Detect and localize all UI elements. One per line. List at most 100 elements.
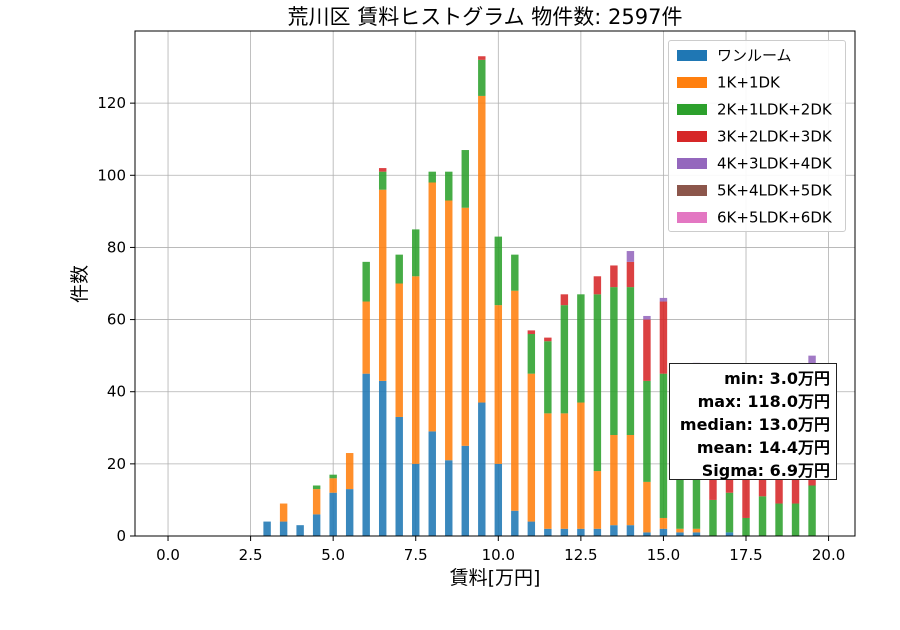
bar-segment bbox=[775, 503, 783, 536]
bar-segment bbox=[692, 528, 701, 533]
legend-item: 3K+2LDK+3DK bbox=[677, 125, 832, 147]
bar-segment bbox=[643, 532, 651, 536]
y-tick-label: 0 bbox=[116, 527, 126, 545]
bar-segment bbox=[412, 463, 420, 536]
bar-segment bbox=[378, 171, 387, 190]
x-tick-label: 17.5 bbox=[729, 546, 762, 564]
bar-segment bbox=[263, 521, 271, 536]
bar-segment bbox=[527, 373, 536, 522]
bar-segment bbox=[362, 261, 370, 302]
bar-segment bbox=[676, 528, 684, 533]
bar-segment bbox=[329, 492, 337, 536]
bar-segment bbox=[725, 492, 734, 533]
bar-segment bbox=[461, 207, 469, 446]
y-axis-ticks: 0 20 40 60 80 100 120 bbox=[97, 94, 135, 545]
chart-title: 荒川区 賃料ヒストグラム 物件数: 2597件 bbox=[288, 5, 683, 29]
bar-segment bbox=[593, 528, 602, 536]
bar-segment bbox=[692, 532, 701, 536]
bar-segment bbox=[428, 182, 436, 432]
bar-segment bbox=[312, 514, 321, 536]
bar-segment bbox=[560, 528, 569, 536]
bar-segment bbox=[676, 532, 684, 536]
bar-segment bbox=[412, 276, 420, 464]
bar-segment bbox=[312, 485, 321, 490]
y-tick-label: 120 bbox=[97, 94, 126, 112]
bar-segment bbox=[560, 294, 569, 306]
stat-mean: mean: 14.4万円 bbox=[696, 438, 830, 457]
bar-segment bbox=[461, 150, 469, 208]
bar-segment bbox=[527, 521, 536, 536]
bar-segment bbox=[329, 474, 337, 479]
bar-segment bbox=[478, 56, 486, 60]
legend-label: 2K+1LDK+2DK bbox=[717, 100, 832, 119]
bar-segment bbox=[808, 485, 816, 536]
bar-segment bbox=[345, 453, 354, 490]
bar-segment bbox=[659, 517, 668, 529]
bar-segment bbox=[577, 402, 585, 529]
bar-segment bbox=[395, 416, 403, 536]
bar-segment bbox=[478, 95, 486, 403]
bar-segment bbox=[494, 463, 503, 536]
bar-segment bbox=[643, 315, 651, 320]
bar-segment bbox=[709, 499, 717, 536]
legend-swatch bbox=[677, 77, 707, 88]
bar-segment bbox=[527, 330, 536, 334]
legend-label: 5K+4LDK+5DK bbox=[717, 181, 832, 200]
bar-segment bbox=[428, 171, 436, 183]
x-axis-label: 賃料[万円] bbox=[450, 567, 541, 589]
bar-segment bbox=[445, 200, 453, 461]
bar-segment bbox=[659, 301, 668, 374]
bar-segment bbox=[544, 337, 552, 342]
bar-segment bbox=[593, 276, 602, 295]
bar-segment bbox=[610, 265, 618, 288]
bar-segment bbox=[362, 301, 370, 374]
bar-segment bbox=[610, 525, 618, 536]
bar-segment bbox=[511, 290, 519, 511]
stats-box: min: 3.0万円 max: 118.0万円 median: 13.0万円 m… bbox=[669, 363, 837, 480]
bar-segment bbox=[511, 254, 519, 291]
bar-segment bbox=[626, 251, 635, 262]
bar-segment bbox=[742, 517, 750, 536]
bar-segment bbox=[808, 355, 816, 367]
bar-segment bbox=[659, 373, 668, 518]
x-tick-label: 15.0 bbox=[647, 546, 680, 564]
y-axis-label: 件数 bbox=[69, 265, 91, 303]
bar-segment bbox=[626, 261, 635, 288]
bar-segment bbox=[395, 254, 403, 284]
bar-segment bbox=[544, 528, 552, 536]
bar-segment bbox=[279, 503, 288, 522]
legend-swatch bbox=[677, 50, 707, 61]
bar-segment bbox=[626, 435, 635, 526]
bar-segment bbox=[345, 489, 354, 536]
bar-segment bbox=[362, 373, 370, 536]
bar-segment bbox=[659, 297, 668, 302]
legend-item: 1K+1DK bbox=[677, 71, 780, 93]
bar-segment bbox=[626, 287, 635, 435]
bar-segment bbox=[461, 445, 469, 536]
legend-label: ワンルーム bbox=[717, 46, 792, 65]
bar-segment bbox=[659, 528, 668, 536]
y-tick-label: 60 bbox=[107, 311, 126, 329]
bar-segment bbox=[643, 481, 651, 533]
legend-swatch bbox=[677, 212, 707, 223]
y-tick-label: 40 bbox=[107, 383, 126, 401]
x-tick-label: 5.0 bbox=[321, 546, 345, 564]
bar-segment bbox=[296, 525, 304, 536]
bar-segment bbox=[395, 283, 403, 417]
stat-max: max: 118.0万円 bbox=[697, 392, 830, 411]
legend-swatch bbox=[677, 104, 707, 115]
bar-segment bbox=[494, 236, 503, 306]
bar-segment bbox=[478, 59, 486, 96]
legend-label: 3K+2LDK+3DK bbox=[717, 127, 832, 146]
bar-segment bbox=[445, 460, 453, 536]
bar-segment bbox=[494, 305, 503, 464]
bar-segment bbox=[610, 435, 618, 526]
bar-segment bbox=[412, 229, 420, 277]
stat-median: median: 13.0万円 bbox=[679, 415, 830, 434]
legend-label: 1K+1DK bbox=[717, 73, 780, 92]
bar-segment bbox=[577, 294, 585, 403]
x-tick-label: 20.0 bbox=[812, 546, 845, 564]
bar-segment bbox=[593, 294, 602, 472]
legend-item: 2K+1LDK+2DK bbox=[677, 98, 832, 120]
stat-min: min: 3.0万円 bbox=[724, 369, 830, 388]
